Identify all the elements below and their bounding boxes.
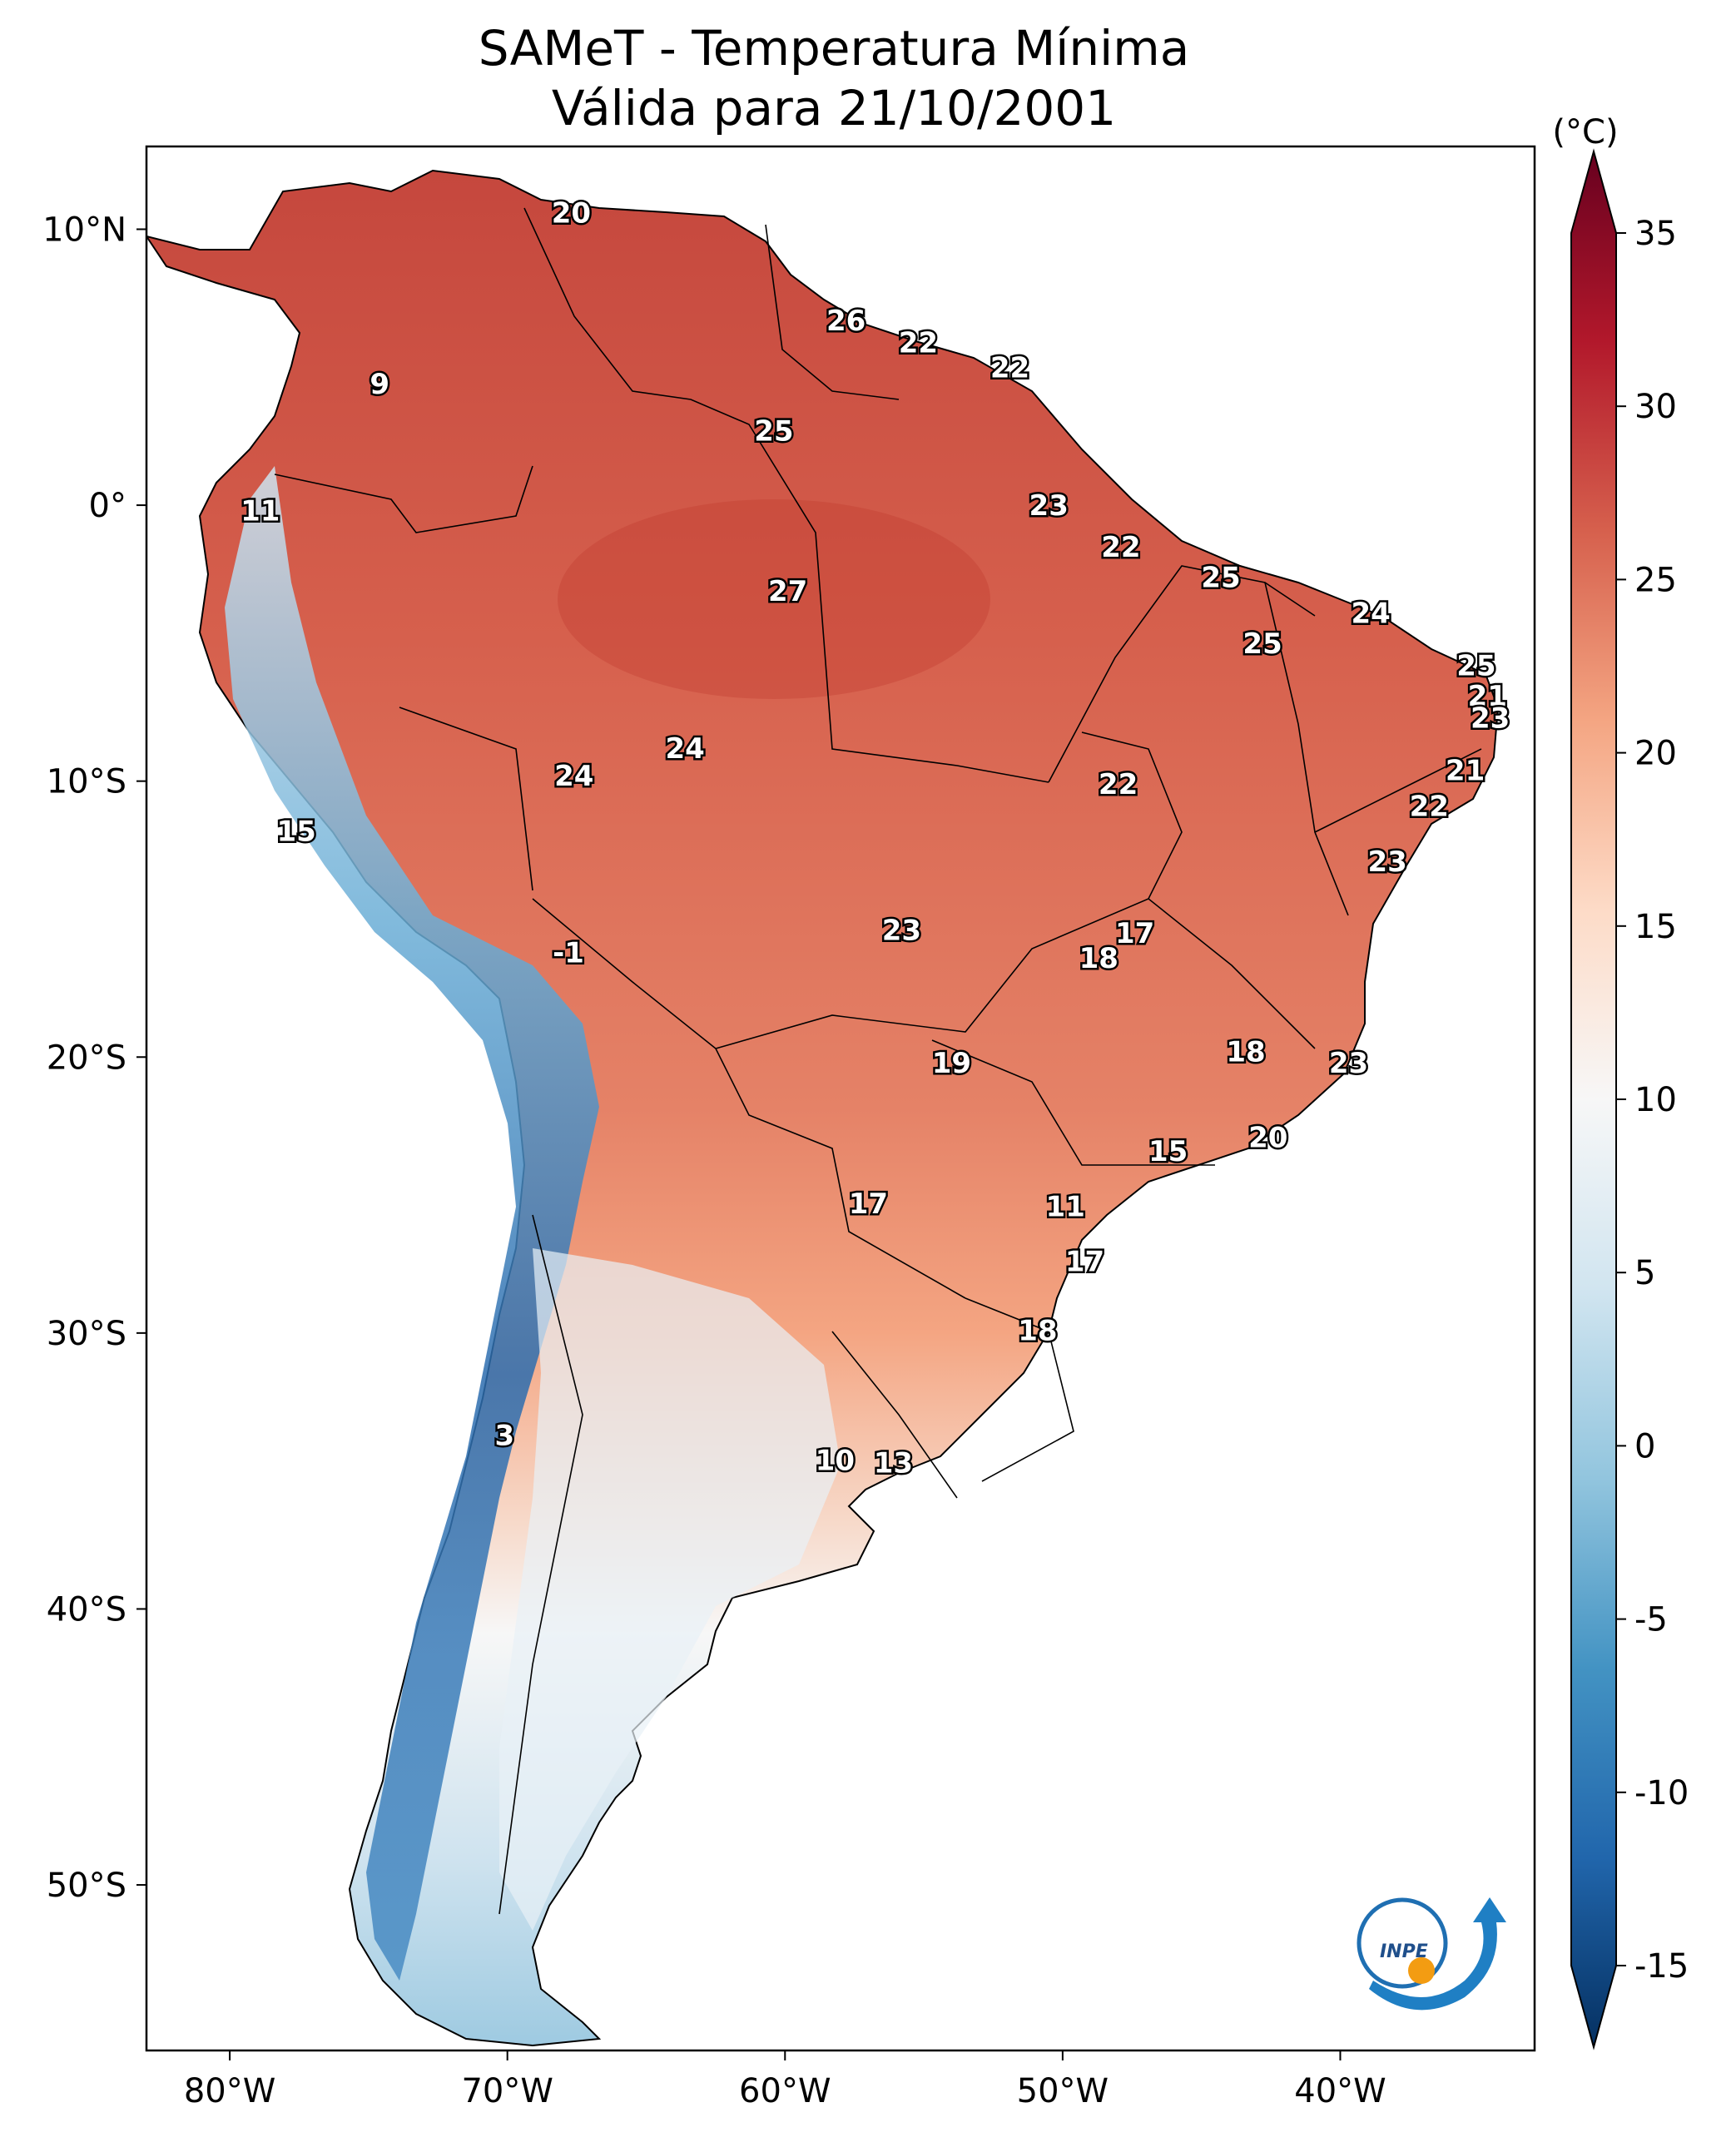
map-title-line1: SAMeT - Temperatura Mínima [479, 20, 1190, 77]
colorbar: (°C) 35 30 25 20 15 10 5 0 -5 -10 -15 [1552, 113, 1689, 2050]
map-title-line2: Válida para 21/10/2001 [552, 80, 1116, 136]
inpe-logo-ring [1357, 1897, 1448, 1989]
southern-cone-pale [499, 1248, 841, 1931]
inpe-logo-text: INPE [1380, 1941, 1428, 1962]
temperature-label: 22 [990, 351, 1029, 384]
temperature-label: 22 [1099, 768, 1138, 801]
y-tick-label: 30°S [47, 1315, 126, 1353]
temperature-label: 26 [826, 305, 866, 338]
y-axis: 10°N 0° 10°S 20°S 30°S 40°S 50°S [42, 211, 146, 1905]
temperature-label: 18 [1226, 1036, 1265, 1069]
colorbar-unit: (°C) [1552, 113, 1618, 151]
y-tick-label: 0° [89, 487, 126, 525]
temperature-label: 15 [276, 815, 315, 848]
temperature-label: 25 [754, 415, 793, 449]
temperature-label: 17 [849, 1188, 888, 1221]
temperature-label: 23 [882, 915, 921, 948]
inpe-logo-dot [1408, 1957, 1435, 1984]
temperature-label: 25 [1201, 561, 1240, 594]
temperature-label: 21 [1446, 754, 1485, 787]
temperature-label: 22 [1410, 791, 1449, 824]
inpe-logo-arrow [1369, 1897, 1506, 2011]
temperature-label: 11 [241, 495, 280, 528]
colorbar-tick-label: 35 [1634, 215, 1677, 253]
temperature-label: 21 [1468, 680, 1507, 713]
temperature-label: 25 [1456, 649, 1495, 682]
inpe-logo: INPE [1357, 1897, 1506, 2011]
x-tick-label: 50°W [1017, 2072, 1109, 2110]
temperature-label: 18 [1018, 1315, 1057, 1348]
colorbar-tick-label: -5 [1634, 1601, 1668, 1639]
temperature-label: 17 [1115, 917, 1154, 950]
amazon-warm-core [558, 499, 990, 699]
temperature-label: 3 [495, 1420, 515, 1453]
temperature-label: 18 [1079, 942, 1118, 975]
colorbar-tick-label: 30 [1634, 388, 1677, 426]
colorbar-tick-label: 10 [1634, 1081, 1677, 1119]
temperature-label: 24 [666, 732, 705, 766]
colorbar-tick-label: 5 [1634, 1254, 1655, 1292]
y-tick-label: 50°S [47, 1867, 126, 1905]
temperature-label: 9 [370, 368, 389, 401]
colorbar-tick-label: 20 [1634, 735, 1677, 773]
x-tick-label: 40°W [1294, 2072, 1386, 2110]
y-tick-label: 10°S [47, 763, 126, 801]
x-tick-label: 70°W [461, 2072, 553, 2110]
temperature-label: 20 [1248, 1121, 1287, 1154]
map-panel [146, 146, 1535, 2050]
colorbar-tick-label: -15 [1634, 1947, 1689, 1986]
colorbar-tick-label: 0 [1634, 1427, 1655, 1465]
political-borders [274, 207, 1482, 1915]
y-tick-label: 10°N [42, 211, 126, 249]
temperature-label: 11 [1046, 1190, 1085, 1223]
colorbar-tick-label: 15 [1634, 908, 1677, 946]
x-tick-label: 60°W [739, 2072, 831, 2110]
temperature-label: 23 [1329, 1047, 1368, 1080]
temperature-label: 24 [554, 760, 593, 793]
map-frame [145, 145, 1536, 2052]
x-tick-label: 80°W [184, 2072, 275, 2110]
temperature-label: 19 [932, 1047, 971, 1080]
colorbar-tick-label: -10 [1634, 1774, 1689, 1812]
temperature-label: 22 [1101, 531, 1140, 564]
temperature-label: 17 [1065, 1246, 1104, 1279]
y-tick-label: 20°S [47, 1039, 126, 1077]
temperature-label: 20 [552, 197, 591, 231]
x-axis: 80°W 70°W 60°W 50°W 40°W [184, 2050, 1386, 2110]
temperature-label: 23 [1471, 702, 1510, 735]
temperature-label: -1 [553, 936, 584, 969]
andes-cold-band [225, 466, 599, 1981]
temperature-label: 27 [768, 575, 807, 608]
temperature-label: 25 [1242, 627, 1282, 661]
temperature-label: 23 [1368, 845, 1407, 879]
temperature-label: 22 [899, 326, 938, 359]
temperature-label: 15 [1148, 1135, 1188, 1168]
temperature-label: 10 [816, 1444, 855, 1477]
y-tick-label: 40°S [47, 1590, 126, 1629]
temperature-label: 23 [1029, 489, 1069, 523]
colorbar-ticks: 35 30 25 20 15 10 5 0 -5 -10 -15 [1616, 215, 1689, 1986]
temperature-label: 24 [1352, 597, 1391, 630]
colorbar-bar [1570, 148, 1617, 2050]
temperature-label: 13 [874, 1447, 913, 1480]
colorbar-tick-label: 25 [1634, 561, 1677, 599]
